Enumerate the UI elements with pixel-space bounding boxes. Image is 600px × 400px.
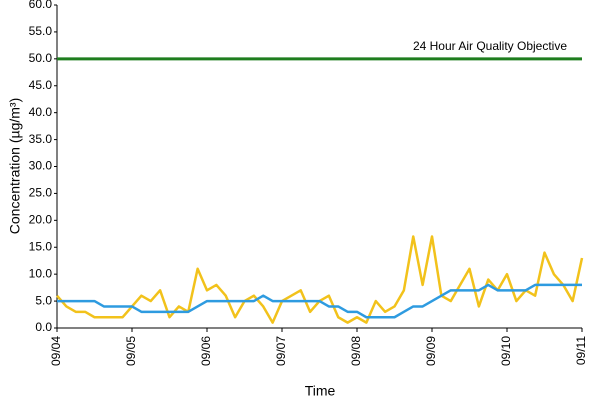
x-tick-label: 09/10 bbox=[499, 336, 513, 366]
x-tick-label: 09/08 bbox=[349, 336, 363, 366]
y-tick-label: 60.0 bbox=[29, 0, 53, 11]
y-tick-label: 50.0 bbox=[29, 51, 53, 65]
x-tick-label: 09/07 bbox=[274, 336, 288, 366]
x-tick-label: 09/04 bbox=[49, 336, 63, 366]
y-tick-label: 0.0 bbox=[35, 320, 52, 334]
y-tick-label: 35.0 bbox=[29, 132, 53, 146]
y-tick-label: 10.0 bbox=[29, 266, 53, 280]
y-axis-label: Concentration (µg/m³) bbox=[7, 98, 23, 234]
y-tick-label: 40.0 bbox=[29, 105, 53, 119]
y-tick-label: 25.0 bbox=[29, 186, 53, 200]
y-tick-label: 15.0 bbox=[29, 239, 53, 253]
x-tick-label: 09/09 bbox=[424, 336, 438, 366]
y-tick-label: 20.0 bbox=[29, 213, 53, 227]
y-tick-label: 5.0 bbox=[35, 293, 52, 307]
data-line bbox=[57, 283, 582, 319]
x-tick-label: 09/06 bbox=[199, 336, 213, 366]
annotation: 24 Hour Air Quality Objective bbox=[413, 39, 567, 53]
y-tick-label: 45.0 bbox=[29, 78, 53, 92]
x-tick-label: 09/11 bbox=[574, 336, 588, 365]
y-tick-label: 55.0 bbox=[29, 24, 53, 38]
x-tick-label: 09/05 bbox=[124, 336, 138, 366]
x-axis-label: Time bbox=[305, 383, 336, 399]
y-tick-label: 30.0 bbox=[29, 159, 53, 173]
